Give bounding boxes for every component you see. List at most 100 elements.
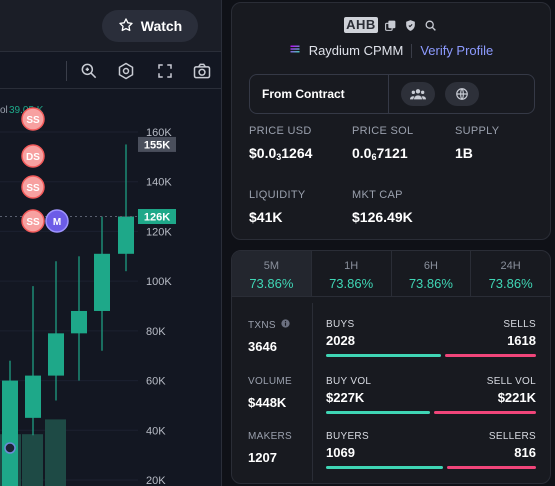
price-sol-metric: PRICE SOL 0.067121 (352, 125, 413, 162)
makers-total: MAKERS 1207 (248, 431, 292, 465)
screenshot-camera-icon[interactable] (191, 60, 213, 82)
raydium-icon (289, 43, 301, 58)
high-price-label: 155K (144, 139, 170, 151)
price-axis-tick: 20K (146, 475, 166, 486)
buyers-value: 1069 (326, 445, 355, 460)
liquidity-metric: LIQUIDITY $41K (249, 189, 306, 225)
price-axis-tick: 160K (146, 127, 172, 139)
fullscreen-icon[interactable] (154, 60, 176, 82)
txns-label: TXNS (248, 319, 276, 331)
verify-profile-link[interactable]: Verify Profile (420, 43, 494, 58)
sellers-bar-fill (447, 466, 536, 469)
toolbar-divider (66, 61, 67, 81)
from-contract-label: From Contract (262, 87, 345, 101)
token-ticker: AHB (344, 17, 378, 33)
buy-sell-volume-split: BUY VOL SELL VOL $227K $221K (326, 376, 536, 414)
watch-button[interactable]: Watch (102, 10, 198, 42)
migration-marker: M (45, 209, 69, 233)
price-sol-label: PRICE SOL (352, 125, 414, 137)
price-axis-tick: 120K (146, 226, 172, 238)
trade-marker-label: SS (26, 115, 40, 126)
buy-vol-label: BUY VOL (326, 376, 372, 387)
tab-1h[interactable]: 1H 73.86% (312, 251, 392, 296)
buys-label: BUYS (326, 319, 355, 330)
crosshair-dot[interactable] (4, 442, 16, 454)
buyers-label: BUYERS (326, 431, 369, 442)
watch-label: Watch (140, 18, 183, 34)
volume-bar (326, 411, 536, 414)
settings-hexagon-icon[interactable] (115, 60, 137, 82)
price-chart[interactable]: 160K 140K 120K 100K 80K 60K 40K 20K 126K 155K o… (0, 89, 222, 486)
txns-value: 3646 (248, 339, 277, 354)
shield-icon[interactable] (404, 18, 418, 32)
sell-vol-label: SELL VOL (486, 376, 536, 387)
holders-icon[interactable] (401, 82, 435, 106)
price-usd-metric: PRICE USD $0.031264 (249, 125, 312, 162)
tab-6h[interactable]: 6H 73.86% (392, 251, 472, 296)
sell-vol-bar-fill (434, 411, 536, 414)
makers-bar (326, 466, 536, 469)
high-price-tag: 155K (138, 136, 176, 152)
migration-marker-dot (45, 209, 69, 233)
stats-divider (312, 303, 313, 481)
volume-bar (22, 434, 43, 486)
current-price-tag: 126K (138, 209, 176, 225)
sells-value: 1618 (507, 333, 536, 348)
volume-label: VOLUME (248, 376, 293, 387)
legend-label: ol (0, 105, 8, 116)
buys-bar-fill (326, 354, 441, 357)
info-icon[interactable] (281, 319, 290, 331)
sell-vol-value: $221K (497, 390, 536, 405)
trade-marker-label: SS (26, 183, 40, 194)
market-cap-label: MKT CAP (352, 189, 403, 201)
price-usd-label: PRICE USD (249, 125, 312, 137)
chart-toolbar (0, 53, 221, 89)
trade-marker-dot (21, 209, 45, 233)
price-axis-tick: 80K (146, 326, 166, 338)
tab-5m[interactable]: 5M 73.86% (232, 251, 312, 296)
trade-marker: DS (21, 144, 45, 168)
tab-24h[interactable]: 24H 73.86% (488, 260, 533, 291)
candle-body (2, 380, 18, 486)
candle-body (118, 216, 134, 254)
txns-total: TXNS 3646 (248, 319, 290, 354)
volume-row: VOLUME $448K BUY VOL SELL VOL $227K $221K (232, 376, 550, 431)
current-price-label: 126K (144, 212, 170, 224)
trade-marker-label: DS (26, 152, 40, 163)
buyers-bar-fill (326, 466, 444, 469)
token-header: AHB (232, 17, 550, 33)
txns-row: TXNS 3646 BUYS SELLS 2028 1618 (232, 319, 550, 374)
sells-label: SELLS (503, 319, 536, 330)
price-axis-tick: 100K (146, 276, 172, 288)
makers-row: MAKERS 1207 BUYERS SELLERS 1069 816 (232, 431, 550, 483)
contract-divider (388, 75, 389, 113)
buys-sells-split: BUYS SELLS 2028 1618 (326, 319, 536, 357)
trade-marker: SS (21, 107, 45, 131)
dex-divider (411, 43, 413, 58)
copy-icon[interactable] (384, 18, 398, 32)
trade-marker: SS (21, 175, 45, 199)
magic-zoom-icon[interactable] (78, 60, 100, 82)
price-axis-tick: 40K (146, 425, 166, 437)
candle-body (25, 375, 41, 418)
volume-value: $448K (248, 395, 287, 410)
market-cap-metric: MKT CAP $126.49K (352, 189, 413, 225)
star-icon (118, 17, 134, 36)
volume-total: VOLUME $448K (248, 376, 292, 410)
buys-value: 2028 (326, 333, 355, 348)
timeframe-tabs: 5M 73.86% 1H 73.86% 6H 73.86% 24H 73.86% (232, 251, 550, 297)
liquidity-value: $41K (249, 209, 283, 225)
price-sol-value: 0.067121 (352, 145, 408, 162)
chart-panel: Watch 160K 140K 120K 100K 80K 60K 40K 20K 126K … (0, 0, 222, 486)
search-icon[interactable] (424, 18, 438, 32)
trade-stats-card: 5M 73.86% 1H 73.86% 6H 73.86% 24H 73.86%… (231, 250, 551, 484)
price-axis-tick: 140K (146, 177, 172, 189)
token-info-card: AHB Raydium CPMM Verify Profile From Con… (231, 2, 551, 240)
sells-bar-fill (444, 354, 536, 357)
candle-body (94, 253, 110, 311)
trade-marker-dot (21, 107, 45, 131)
buy-vol-value: $227K (326, 390, 365, 405)
supply-value: 1B (455, 145, 473, 161)
trade-marker-dot (21, 144, 45, 168)
globe-icon[interactable] (445, 82, 479, 106)
